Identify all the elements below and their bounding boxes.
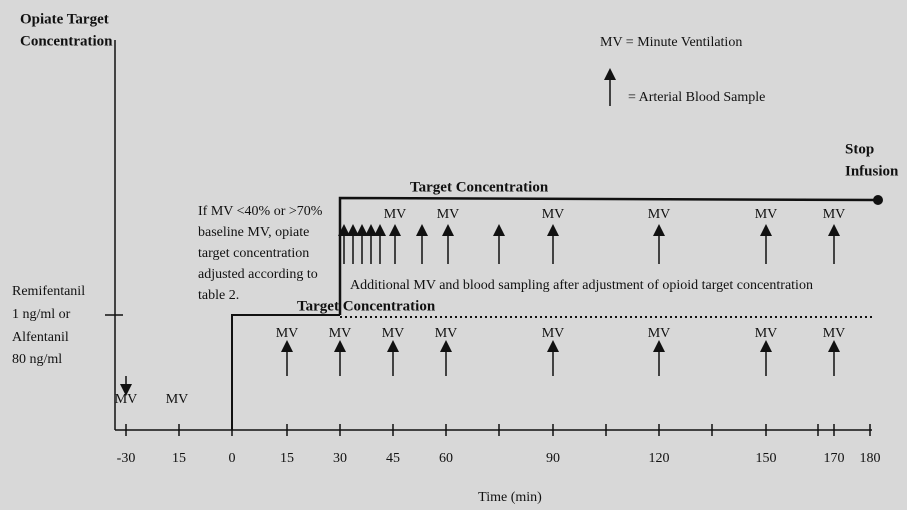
mv-label: MV [437,207,460,222]
x-tick-label: -30 [117,451,136,466]
stop-label: Stop [845,141,874,157]
mv-label: MV [542,207,565,222]
x-tick-label: 15 [172,451,186,466]
y-axis-label: Concentration [20,33,113,49]
stop-label: Infusion [845,163,899,179]
legend-arrow-text: = Arterial Blood Sample [628,90,765,105]
mv-label: MV [276,326,299,341]
lower-label: Target Concentration [297,298,436,314]
mv-label: MV [115,392,138,407]
level-label: 80 ng/ml [12,352,62,367]
mv-label: MV [823,326,846,341]
note: baseline MV, opiate [198,225,309,240]
lower-step [231,314,340,430]
upper-step [338,196,879,315]
note: table 2. [198,288,239,303]
stop-dot [873,195,883,205]
x-tick-label: 180 [860,451,881,466]
additional-note: Additional MV and blood sampling after a… [350,278,813,293]
x-tick-label: 90 [546,451,560,466]
mv-label: MV [542,326,565,341]
level-label: Remifentanil [12,284,85,299]
level-label: 1 ng/ml or [12,307,71,322]
x-tick-label: 170 [824,451,845,466]
x-tick-label: 30 [333,451,347,466]
x-tick-label: 60 [439,451,453,466]
mv-label: MV [648,207,671,222]
y-axis-label: Opiate Target [20,11,109,27]
x-tick-label: 45 [386,451,400,466]
mv-label: MV [384,207,407,222]
mv-label: MV [329,326,352,341]
mv-label: MV [823,207,846,222]
upper-label: Target Concentration [410,179,549,195]
x-tick-label: 120 [649,451,670,466]
x-tick-label: 15 [280,451,294,466]
mv-label: MV [382,326,405,341]
mv-label: MV [755,207,778,222]
level-label: Alfentanil [12,330,69,345]
note: target concentration [198,246,309,261]
legend-mv: MV = Minute Ventilation [600,35,742,50]
mv-label: MV [755,326,778,341]
note: adjusted according to [198,267,318,282]
mv-label: MV [166,392,189,407]
x-tick-label: 0 [229,451,236,466]
note: If MV <40% or >70% [198,204,323,219]
mv-label: MV [435,326,458,341]
x-tick-label: 150 [756,451,777,466]
x-axis-label: Time (min) [478,490,542,505]
mv-label: MV [648,326,671,341]
